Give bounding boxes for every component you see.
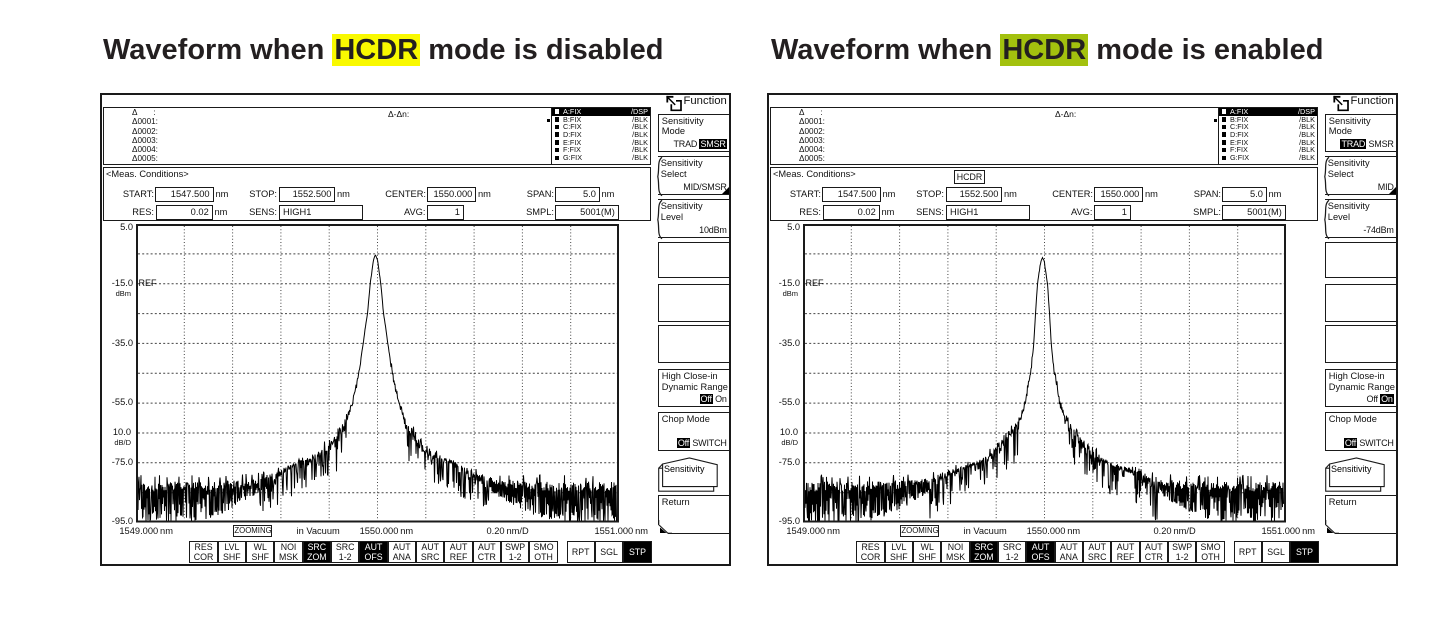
svg-text:Sensitivity: Sensitivity (664, 464, 705, 474)
svg-text:Sensitivity: Sensitivity (1331, 464, 1372, 474)
